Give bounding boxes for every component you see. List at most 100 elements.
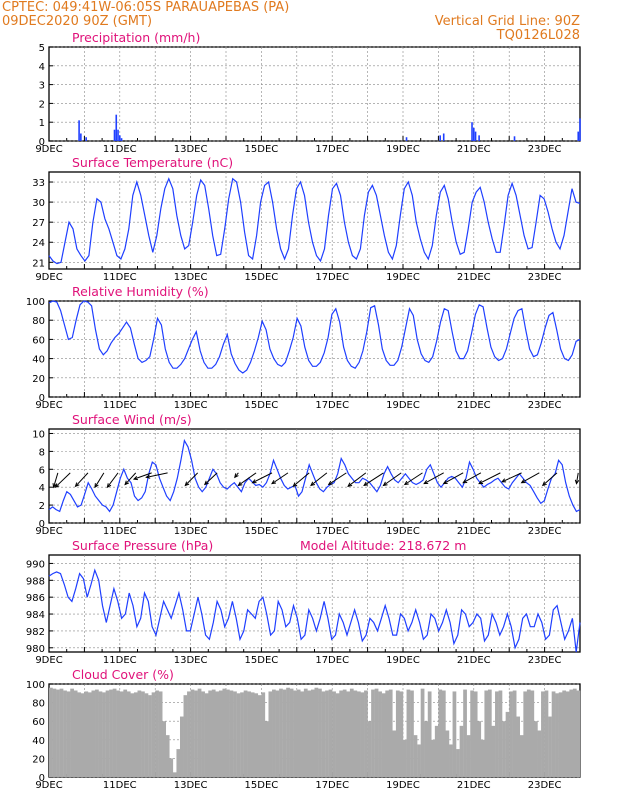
cloud-cover-bar	[310, 689, 315, 777]
wind-x-tick-label: 15DEC	[245, 526, 279, 537]
cloud-cover-bar	[533, 721, 538, 777]
wind-y-tick-label: 2	[39, 501, 45, 512]
precipitation-bar	[120, 138, 123, 141]
wind-vector-arrowhead	[363, 481, 369, 487]
temperature-x-tick-label: 23DEC	[528, 272, 562, 283]
cloud-cover-bar	[289, 688, 294, 777]
wind-x-tick-label: 11DEC	[103, 526, 137, 537]
wind-vector-arrow	[310, 472, 328, 486]
wind-vector-arrow	[146, 472, 168, 478]
cloud-cover-bar	[445, 730, 450, 777]
cloud-cover-bar	[367, 721, 372, 777]
cloud-cover-bar	[576, 690, 581, 777]
cloud-cover-bar	[342, 689, 347, 777]
cloud-cover-x-tick-label: 11DEC	[103, 780, 137, 791]
cloud-cover-bar	[516, 716, 521, 777]
cloud-cover-bar	[544, 690, 549, 777]
cloud-cover-bar	[208, 690, 213, 777]
cloud-cover-bar	[395, 690, 400, 777]
pressure-x-tick-label: 11DEC	[103, 655, 137, 666]
cloud-cover-bar	[226, 689, 230, 777]
humidity-y-tick-label: 100	[26, 297, 45, 308]
cloud-cover-bar	[399, 691, 404, 777]
cloud-cover-bar	[98, 691, 103, 777]
precipitation-bar	[439, 135, 441, 141]
cloud-cover-bar	[183, 695, 188, 777]
cloud-cover-bar	[130, 693, 135, 777]
wind-y-tick-label: 0	[39, 519, 45, 530]
temperature-series-line	[48, 177, 581, 265]
cloud-cover-bar	[169, 758, 174, 777]
cloud-cover-bar	[250, 692, 255, 777]
cloud-cover-bar	[66, 691, 71, 777]
cloud-cover-bar	[339, 690, 344, 777]
cloud-cover-bar	[473, 691, 478, 777]
cloud-cover-y-tick-label: 100	[26, 680, 45, 691]
wind-vector-arrowhead	[382, 481, 388, 487]
wind-vector-arrowhead	[94, 483, 99, 489]
humidity-y-tick-label: 80	[32, 316, 45, 327]
cloud-cover-bar	[282, 689, 287, 777]
cloud-cover-bar	[307, 690, 312, 777]
cloud-cover-bar	[247, 691, 251, 777]
wind-vector-arrowhead	[106, 483, 112, 489]
cloud-cover-bar	[123, 689, 128, 777]
wind-vector-arrow	[252, 472, 273, 484]
temperature-y-tick-label: 30	[32, 198, 45, 209]
wind-vector-arrow	[55, 472, 71, 488]
precipitation-title: Precipitation (mm/h)	[72, 30, 200, 45]
cloud-cover-bar	[541, 691, 545, 777]
humidity-y-tick-label: 20	[32, 374, 45, 385]
cloud-cover-bar	[424, 721, 428, 777]
precipitation-x-tick-label: 23DEC	[528, 144, 562, 155]
run-date: 09DEC2020 90Z (GMT)	[2, 14, 153, 29]
precipitation-x-tick-label: 21DEC	[457, 144, 491, 155]
precipitation-y-tick-label: 0	[39, 137, 45, 148]
cloud-cover-bar	[427, 691, 432, 777]
pressure-x-tick-label: 13DEC	[174, 655, 208, 666]
cloud-cover-bar	[49, 687, 53, 777]
cloud-cover-bar	[470, 690, 474, 777]
pressure-x-tick-label: 17DEC	[315, 655, 349, 666]
humidity-y-tick-label: 0	[39, 393, 45, 404]
wind-title: Surface Wind (m/s)	[72, 412, 192, 427]
cloud-cover-bar	[264, 721, 269, 777]
wind-vector-arrow	[94, 472, 105, 488]
cloud-cover-bar	[95, 689, 99, 777]
cloud-cover-bar	[218, 690, 223, 777]
precipitation-y-tick-label: 3	[39, 81, 45, 92]
cloud-cover-bar	[406, 689, 411, 777]
cloud-cover-bar	[502, 721, 506, 777]
wind-vector-arrow	[53, 472, 59, 488]
cloud-cover-bar	[70, 688, 74, 777]
temperature-y-tick-label: 21	[32, 258, 45, 269]
wind-vector-arrowhead	[132, 475, 138, 481]
precipitation-bar	[80, 133, 82, 141]
cloud-cover-bar	[321, 691, 326, 777]
wind-vector-arrow	[423, 472, 444, 485]
wind-vector-arrowhead	[124, 480, 129, 486]
cloud-cover-bar	[441, 690, 446, 777]
cloud-cover-bar	[165, 735, 170, 777]
wind-vector-arrow	[107, 472, 119, 488]
cloud-cover-bar	[438, 689, 443, 777]
cloud-cover-bar	[172, 772, 177, 777]
pressure-y-tick-label: 988	[26, 576, 45, 587]
chart-header: CPTEC: 049:41W-06:05S PARAUAPEBAS (PA) 0…	[0, 0, 618, 48]
precipitation-bar	[478, 135, 480, 141]
cloud-cover-bar	[162, 721, 167, 777]
wind-vector-arrowhead	[541, 481, 547, 487]
cloud-cover-bar	[335, 693, 340, 777]
precipitation-x-tick-label: 13DEC	[174, 144, 208, 155]
precipitation-bar	[577, 131, 580, 141]
cloud-cover-bar	[240, 692, 244, 777]
cloud-cover-bar	[56, 689, 60, 777]
cloud-cover-bar	[179, 716, 184, 777]
cloud-cover-bar	[77, 692, 82, 777]
precipitation-x-tick-label: 9DEC	[35, 144, 62, 155]
humidity-x-tick-label: 13DEC	[174, 400, 208, 411]
cloud-cover-bar	[194, 690, 198, 777]
cloud-cover-bar	[480, 739, 485, 777]
cloud-cover-bar	[364, 690, 368, 777]
cloud-cover-bar	[530, 690, 535, 777]
